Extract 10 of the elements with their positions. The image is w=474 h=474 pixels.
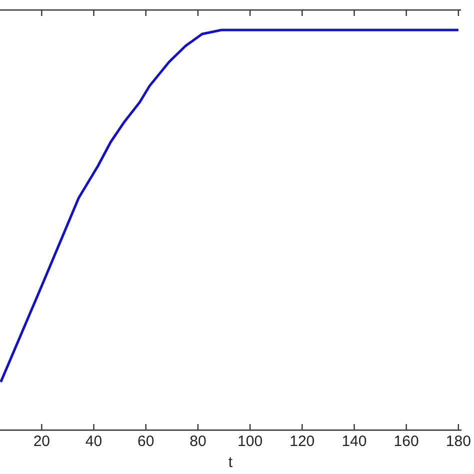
- x-tick-label: 80: [190, 433, 206, 450]
- x-tick-label: 140: [342, 433, 367, 450]
- x-tick-label: 100: [238, 433, 263, 450]
- x-tick-label: 180: [446, 433, 471, 450]
- x-tick-label: 120: [290, 433, 315, 450]
- x-axis-title: t: [228, 454, 234, 472]
- x-tick-label: 160: [394, 433, 419, 450]
- x-tick-label: 40: [85, 433, 102, 450]
- x-tick-label: 20: [33, 433, 50, 450]
- x-tick-label: 60: [138, 433, 154, 450]
